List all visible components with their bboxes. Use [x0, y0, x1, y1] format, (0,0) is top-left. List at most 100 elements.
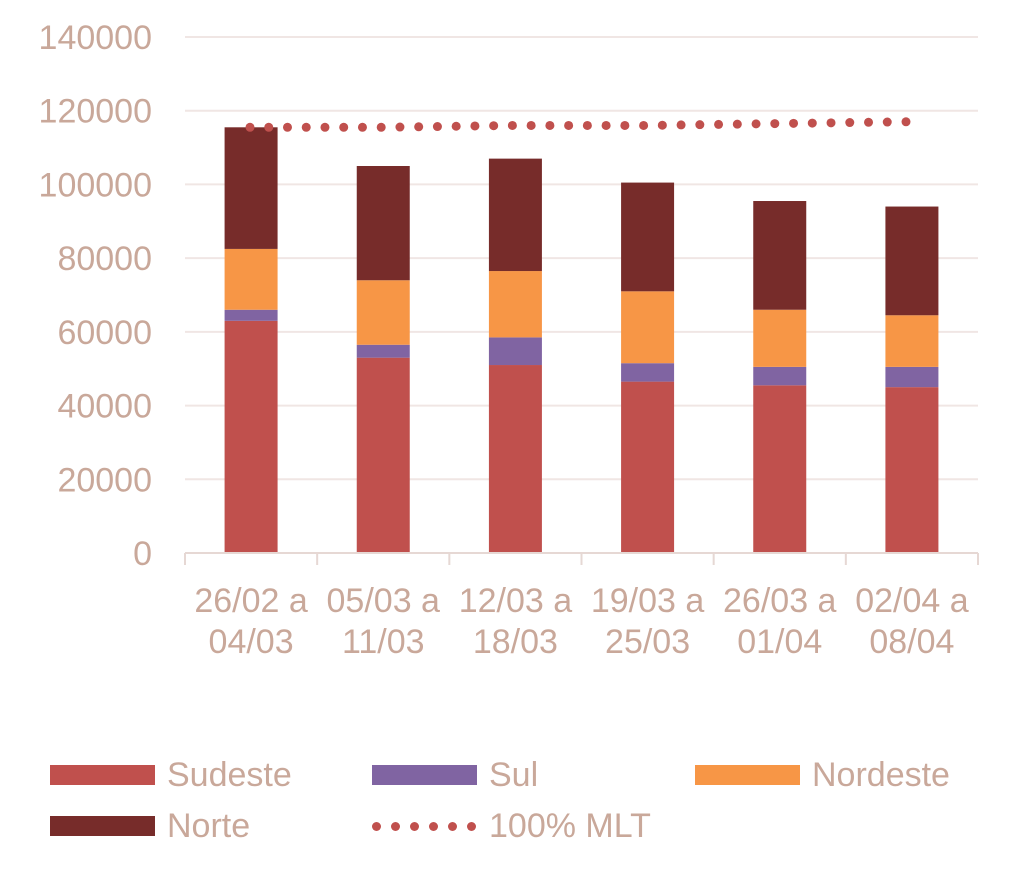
bar-norte-3 — [621, 182, 675, 292]
bar-nordeste-1 — [356, 280, 410, 345]
mlt-dot — [414, 122, 424, 132]
bar-norte-5 — [885, 206, 939, 316]
legend-item-norte: Norte — [50, 806, 250, 846]
legend-swatch-sudeste — [50, 765, 155, 785]
bar-nordeste-3 — [621, 291, 675, 364]
legend-swatch-nordeste — [695, 765, 800, 785]
legend-item-mlt: 100% MLT — [372, 806, 651, 846]
x-tick-label: 26/03 a — [723, 582, 837, 620]
legend-label-mlt: 100% MLT — [489, 806, 651, 845]
y-tick-label: 140000 — [39, 19, 152, 57]
bar-nordeste-4 — [753, 309, 807, 367]
bar-sul-3 — [621, 363, 675, 382]
bar-sudeste-5 — [885, 387, 939, 553]
legend-item-sudeste: Sudeste — [50, 755, 292, 795]
mlt-dot — [339, 122, 349, 132]
bar-norte-4 — [753, 201, 807, 310]
bar-nordeste-0 — [224, 248, 278, 310]
bar-sudeste-2 — [488, 365, 542, 553]
bar-norte-2 — [488, 158, 542, 272]
mlt-dot — [245, 122, 255, 132]
mlt-dot — [451, 121, 461, 131]
bar-norte-0 — [224, 127, 278, 249]
x-tick-label: 05/03 a — [327, 582, 441, 620]
mlt-dot — [732, 119, 742, 129]
mlt-dot — [657, 120, 667, 130]
mlt-dot — [882, 117, 892, 127]
legend-swatch-norte — [50, 816, 155, 836]
mlt-dot — [695, 120, 705, 130]
mlt-dot — [470, 121, 480, 131]
mlt-dot — [357, 122, 367, 132]
bar-sul-4 — [753, 366, 807, 386]
mlt-dot — [826, 118, 836, 128]
bars — [224, 127, 939, 553]
mlt-dot — [807, 118, 817, 128]
y-tick-label: 20000 — [57, 461, 152, 499]
x-axis — [184, 552, 979, 565]
mlt-dot — [545, 120, 555, 130]
chart: 020000400006000080000100000120000140000 … — [39, 19, 979, 661]
mlt-dot — [582, 120, 592, 130]
mlt-dot — [639, 120, 649, 130]
y-tick-label: 40000 — [57, 388, 152, 426]
mlt-dot — [395, 122, 405, 132]
mlt-dot — [489, 121, 499, 131]
x-axis-ticks: 26/02 a04/03 05/03 a11/03 12/03 a18/03 19/0… — [194, 582, 968, 661]
x-tick-label: 25/03 — [605, 623, 690, 661]
bar-sudeste-4 — [753, 385, 807, 553]
bar-sudeste-3 — [621, 381, 675, 553]
x-tick-label: 08/04 — [869, 623, 954, 661]
mlt-dot — [770, 119, 780, 129]
mlt-dot — [751, 119, 761, 129]
mlt-dot — [320, 122, 330, 132]
x-tick-label: 19/03 a — [591, 582, 705, 620]
y-tick-label: 0 — [133, 535, 152, 573]
x-tick-label: 04/03 — [209, 623, 294, 661]
legend-label-nordeste: Nordeste — [812, 755, 950, 794]
bar-sul-1 — [356, 344, 410, 358]
x-tick-label: 01/04 — [737, 623, 822, 661]
legend-item-sul: Sul — [372, 755, 538, 795]
bar-sul-0 — [224, 309, 278, 321]
mlt-dot — [676, 120, 686, 130]
legend: Sudeste Sul Nordeste Norte 100% MLT — [0, 750, 1024, 860]
mlt-dot — [301, 122, 311, 132]
y-tick-label: 120000 — [39, 93, 152, 131]
mlt-dot — [864, 117, 874, 127]
mlt-dot — [526, 120, 536, 130]
bar-nordeste-5 — [885, 315, 939, 367]
mlt-dot — [564, 120, 574, 130]
bar-sul-5 — [885, 366, 939, 388]
mlt-dot — [601, 120, 611, 130]
mlt-dot — [282, 122, 292, 132]
y-tick-label: 100000 — [39, 166, 152, 204]
legend-label-norte: Norte — [167, 806, 251, 845]
y-axis-ticks: 0 20000 40000 60000 80000 100000 120000 140000 — [39, 19, 152, 573]
mlt-dot — [714, 119, 724, 129]
bar-norte-1 — [356, 166, 410, 281]
mlt-dot — [901, 117, 911, 127]
bar-sudeste-0 — [224, 320, 278, 553]
legend-swatch-mlt — [372, 816, 477, 836]
legend-item-nordeste: Nordeste — [695, 755, 950, 795]
mlt-dot — [620, 120, 630, 130]
mlt-dot — [845, 118, 855, 128]
legend-swatch-sul — [372, 765, 477, 785]
x-tick-label: 12/03 a — [459, 582, 573, 620]
mlt-dot — [507, 120, 517, 130]
x-tick-label: 18/03 — [473, 623, 558, 661]
legend-label-sudeste: Sudeste — [167, 755, 292, 794]
x-tick-label: 02/04 a — [855, 582, 969, 620]
gridlines — [185, 36, 978, 481]
y-tick-label: 60000 — [57, 314, 152, 352]
bar-nordeste-2 — [488, 271, 542, 338]
bar-sudeste-1 — [356, 357, 410, 553]
mlt-dot — [432, 122, 442, 132]
legend-label-sul: Sul — [489, 755, 539, 794]
mlt-dot — [789, 118, 799, 128]
mlt-dot — [264, 122, 274, 132]
mlt-dotted-line — [245, 117, 911, 132]
mlt-dot — [376, 122, 386, 132]
bar-sul-2 — [488, 337, 542, 366]
